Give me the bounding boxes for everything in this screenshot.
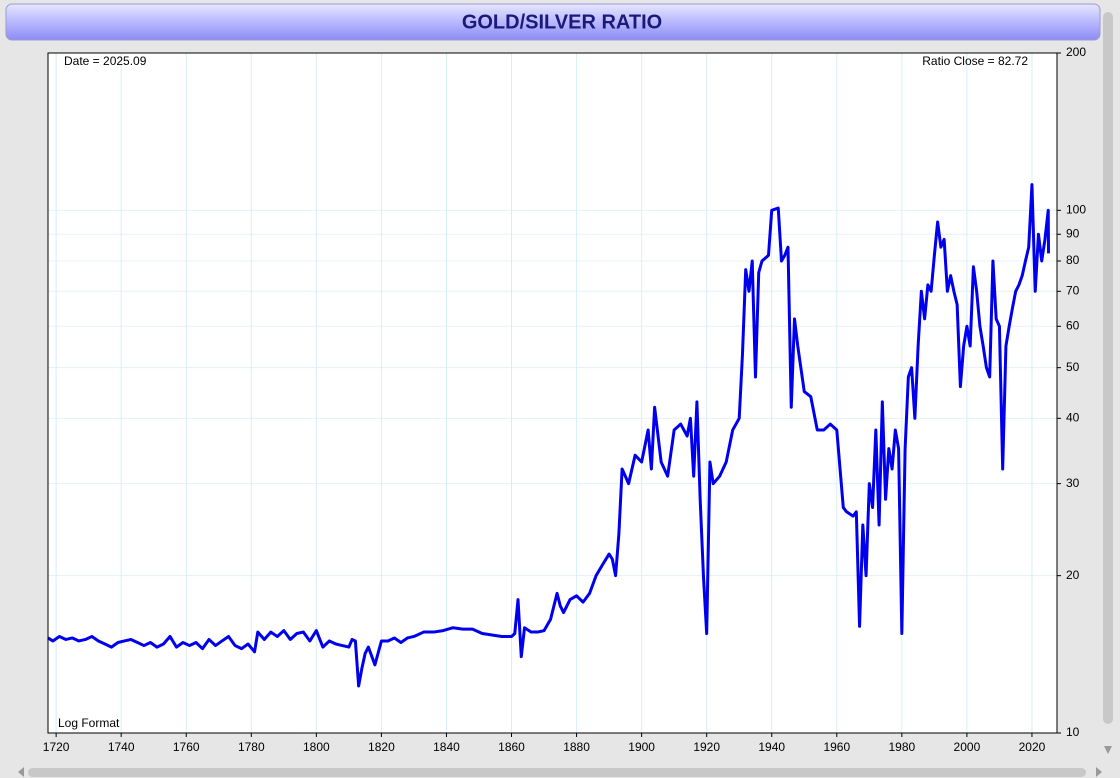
series (47, 183, 1051, 688)
x-tick-label: 1720 (43, 740, 70, 754)
y-tick-label: 80 (1066, 253, 1080, 267)
horizontal-scrollbar[interactable] (28, 768, 1086, 777)
x-tick-label: 2000 (954, 740, 981, 754)
vertical-scrollbar[interactable] (1103, 12, 1113, 724)
scroll-down-arrow[interactable] (1104, 746, 1112, 754)
y-tick-label: 20 (1066, 568, 1080, 582)
x-tick-label: 1860 (498, 740, 525, 754)
date-annotation: Date = 2025.09 (64, 54, 147, 68)
scroll-left-arrow[interactable] (18, 767, 24, 777)
title-bar (5, 3, 1101, 41)
y-tick-label: 50 (1066, 360, 1080, 374)
scale-annotation: Log Format (58, 716, 120, 730)
x-tick-label: 1840 (433, 740, 460, 754)
y-tick-label: 60 (1066, 318, 1080, 332)
x-tick-label: 1980 (888, 740, 915, 754)
y-tick-label: 100 (1066, 203, 1086, 217)
y-tick-label: 40 (1066, 410, 1080, 424)
y-tick-label: 10 (1066, 725, 1080, 739)
chart-title: GOLD/SILVER RATIO (462, 11, 662, 33)
plot-border (47, 52, 1058, 734)
x-tick-label: 1920 (693, 740, 720, 754)
y-tick-label: 30 (1066, 476, 1080, 490)
scroll-right-arrow[interactable] (1096, 767, 1102, 777)
x-tick-label: 1960 (823, 740, 850, 754)
y-tick-label: 200 (1066, 45, 1086, 59)
close-annotation: Ratio Close = 82.72 (922, 54, 1028, 68)
x-tick-label: 1940 (758, 740, 785, 754)
x-tick-label: 1780 (238, 740, 265, 754)
x-tick-label: 1760 (173, 740, 200, 754)
x-tick-label: 1820 (368, 740, 395, 754)
x-tick-label: 1740 (108, 740, 135, 754)
x-tick-label: 1880 (563, 740, 590, 754)
x-tick-label: 2020 (1019, 740, 1046, 754)
ratio-line (47, 183, 1051, 688)
y-tick-label: 90 (1066, 226, 1080, 240)
plot-area (48, 53, 1057, 733)
x-tick-label: 1900 (628, 740, 655, 754)
y-tick-label: 70 (1066, 283, 1080, 297)
ticks: 10 20 30 40 50 60 70 80 90 100 200 1720 1740 1760 1780… (43, 45, 1087, 754)
x-tick-label: 1800 (303, 740, 330, 754)
